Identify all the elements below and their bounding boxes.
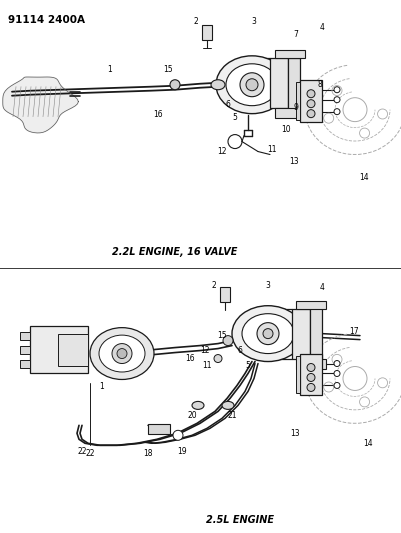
Text: 22: 22 — [85, 449, 95, 458]
Circle shape — [262, 329, 272, 338]
Bar — [219, 287, 229, 302]
Text: 91114 2400A: 91114 2400A — [8, 15, 85, 25]
Text: 12: 12 — [217, 147, 226, 156]
Circle shape — [306, 110, 314, 118]
Text: 13: 13 — [288, 157, 298, 166]
Text: 6: 6 — [225, 100, 230, 109]
Text: 7: 7 — [293, 30, 298, 39]
Circle shape — [170, 80, 180, 90]
Text: 2: 2 — [211, 281, 216, 290]
Text: 21: 21 — [227, 411, 236, 420]
Circle shape — [333, 360, 339, 367]
Text: 5: 5 — [245, 361, 250, 370]
Circle shape — [306, 364, 314, 372]
Text: 8: 8 — [317, 80, 322, 89]
Circle shape — [256, 322, 278, 344]
Ellipse shape — [211, 80, 225, 90]
Bar — [287, 58, 299, 110]
Circle shape — [333, 109, 339, 115]
Circle shape — [213, 354, 221, 362]
Circle shape — [306, 100, 314, 108]
Text: 1: 1 — [99, 382, 104, 391]
Text: 15: 15 — [163, 65, 172, 74]
Bar — [295, 356, 299, 393]
Bar — [201, 25, 211, 40]
Text: 3: 3 — [265, 281, 270, 290]
Polygon shape — [3, 77, 78, 133]
Bar — [299, 353, 321, 395]
Bar — [274, 50, 304, 58]
Text: 4: 4 — [319, 283, 324, 292]
Circle shape — [333, 87, 339, 93]
Bar — [274, 108, 304, 118]
Circle shape — [333, 370, 339, 376]
Circle shape — [245, 79, 257, 91]
Text: 20: 20 — [187, 411, 196, 420]
Bar — [309, 306, 321, 360]
Ellipse shape — [192, 401, 203, 409]
Bar — [299, 80, 321, 122]
Text: 2.2L ENGINE, 16 VALVE: 2.2L ENGINE, 16 VALVE — [112, 247, 237, 257]
Text: 16: 16 — [153, 110, 162, 119]
Circle shape — [117, 349, 127, 359]
Bar — [295, 82, 299, 119]
Ellipse shape — [90, 328, 154, 379]
Circle shape — [223, 336, 233, 345]
Bar — [291, 309, 309, 359]
Text: 17: 17 — [348, 327, 358, 336]
Text: 5: 5 — [232, 113, 237, 122]
Circle shape — [239, 73, 263, 96]
Bar — [148, 424, 170, 434]
Text: 9: 9 — [293, 103, 298, 112]
Text: 10: 10 — [280, 125, 290, 134]
Text: 12: 12 — [200, 346, 209, 355]
Circle shape — [112, 344, 132, 364]
Bar — [295, 359, 325, 368]
Bar — [58, 334, 88, 366]
Circle shape — [172, 430, 182, 440]
Text: 15: 15 — [217, 331, 226, 340]
Text: 3: 3 — [251, 18, 256, 27]
Bar — [20, 332, 30, 340]
Circle shape — [306, 383, 314, 391]
Ellipse shape — [225, 64, 277, 106]
Text: 4: 4 — [319, 23, 324, 33]
Circle shape — [333, 96, 339, 103]
Text: 19: 19 — [177, 447, 186, 456]
Text: 14: 14 — [362, 439, 372, 448]
Text: 2: 2 — [193, 18, 198, 27]
Text: 16: 16 — [185, 354, 194, 363]
Ellipse shape — [221, 401, 233, 409]
Ellipse shape — [99, 335, 145, 372]
Ellipse shape — [215, 56, 287, 114]
Bar — [20, 360, 30, 368]
Text: 2.5L ENGINE: 2.5L ENGINE — [205, 515, 273, 525]
Circle shape — [333, 383, 339, 389]
Bar — [30, 326, 88, 374]
Bar — [269, 58, 287, 108]
Bar — [20, 345, 30, 353]
Bar — [295, 301, 325, 309]
Ellipse shape — [241, 314, 293, 353]
Circle shape — [306, 90, 314, 98]
Text: 1: 1 — [107, 65, 112, 74]
Circle shape — [306, 374, 314, 382]
Text: 6: 6 — [237, 346, 242, 355]
Text: 11: 11 — [267, 145, 276, 154]
Text: 14: 14 — [358, 173, 368, 182]
Text: 13: 13 — [290, 429, 299, 438]
Text: 22: 22 — [77, 447, 87, 456]
Text: 18: 18 — [143, 449, 152, 458]
Text: 11: 11 — [202, 361, 211, 370]
Ellipse shape — [231, 306, 303, 361]
